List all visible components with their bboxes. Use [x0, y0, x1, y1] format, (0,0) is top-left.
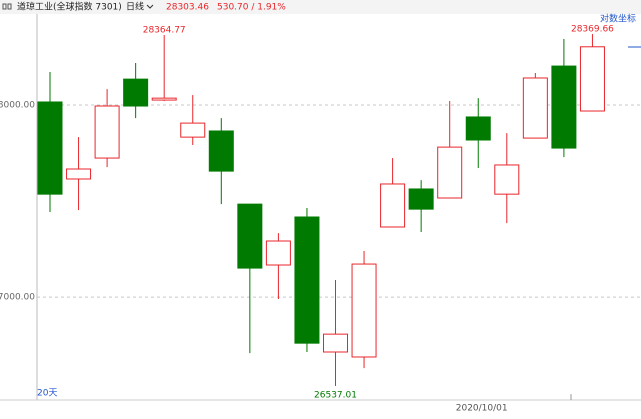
low-label: 26537.01	[314, 390, 357, 400]
candle-body	[94, 105, 120, 159]
candle-body	[437, 146, 463, 199]
header-price: 28303.46	[166, 3, 209, 13]
candle-body	[151, 97, 177, 101]
candle-body	[208, 130, 234, 172]
y-tick-label: 28000.00	[0, 101, 35, 111]
candle-body	[551, 65, 577, 149]
high-label: 28364.77	[143, 26, 186, 36]
candle-body	[522, 77, 548, 139]
header-icon	[2, 3, 7, 10]
candle-body	[351, 263, 377, 358]
candle-body	[37, 101, 63, 195]
x-tick-label: 2020/10/01	[456, 404, 508, 414]
candle-body	[265, 240, 291, 266]
candle-body	[294, 216, 320, 344]
candle-body	[66, 168, 92, 180]
header-interval[interactable]: 日线	[126, 1, 144, 13]
candle-body	[494, 164, 520, 195]
dropdown-arrow[interactable]	[146, 4, 154, 9]
header-change: 530.70 / 1.91%	[217, 3, 286, 13]
header-bar	[0, 0, 641, 14]
y-tick-label: 27000.00	[0, 293, 35, 303]
header-icon	[7, 3, 12, 10]
candle-body	[123, 78, 149, 107]
header-name: 道琼工业(全球指数 7301)	[17, 1, 122, 13]
candle-body	[237, 203, 263, 269]
period-label: 20天	[37, 389, 57, 399]
candle-body	[465, 116, 491, 141]
high-label: 28369.66	[571, 25, 614, 35]
scale-toggle[interactable]: 对数坐标	[600, 13, 636, 25]
candle-body	[323, 333, 348, 353]
candle-body	[180, 122, 206, 138]
candle-body	[408, 188, 434, 210]
candle-body	[579, 46, 605, 112]
candle-body	[380, 183, 406, 228]
